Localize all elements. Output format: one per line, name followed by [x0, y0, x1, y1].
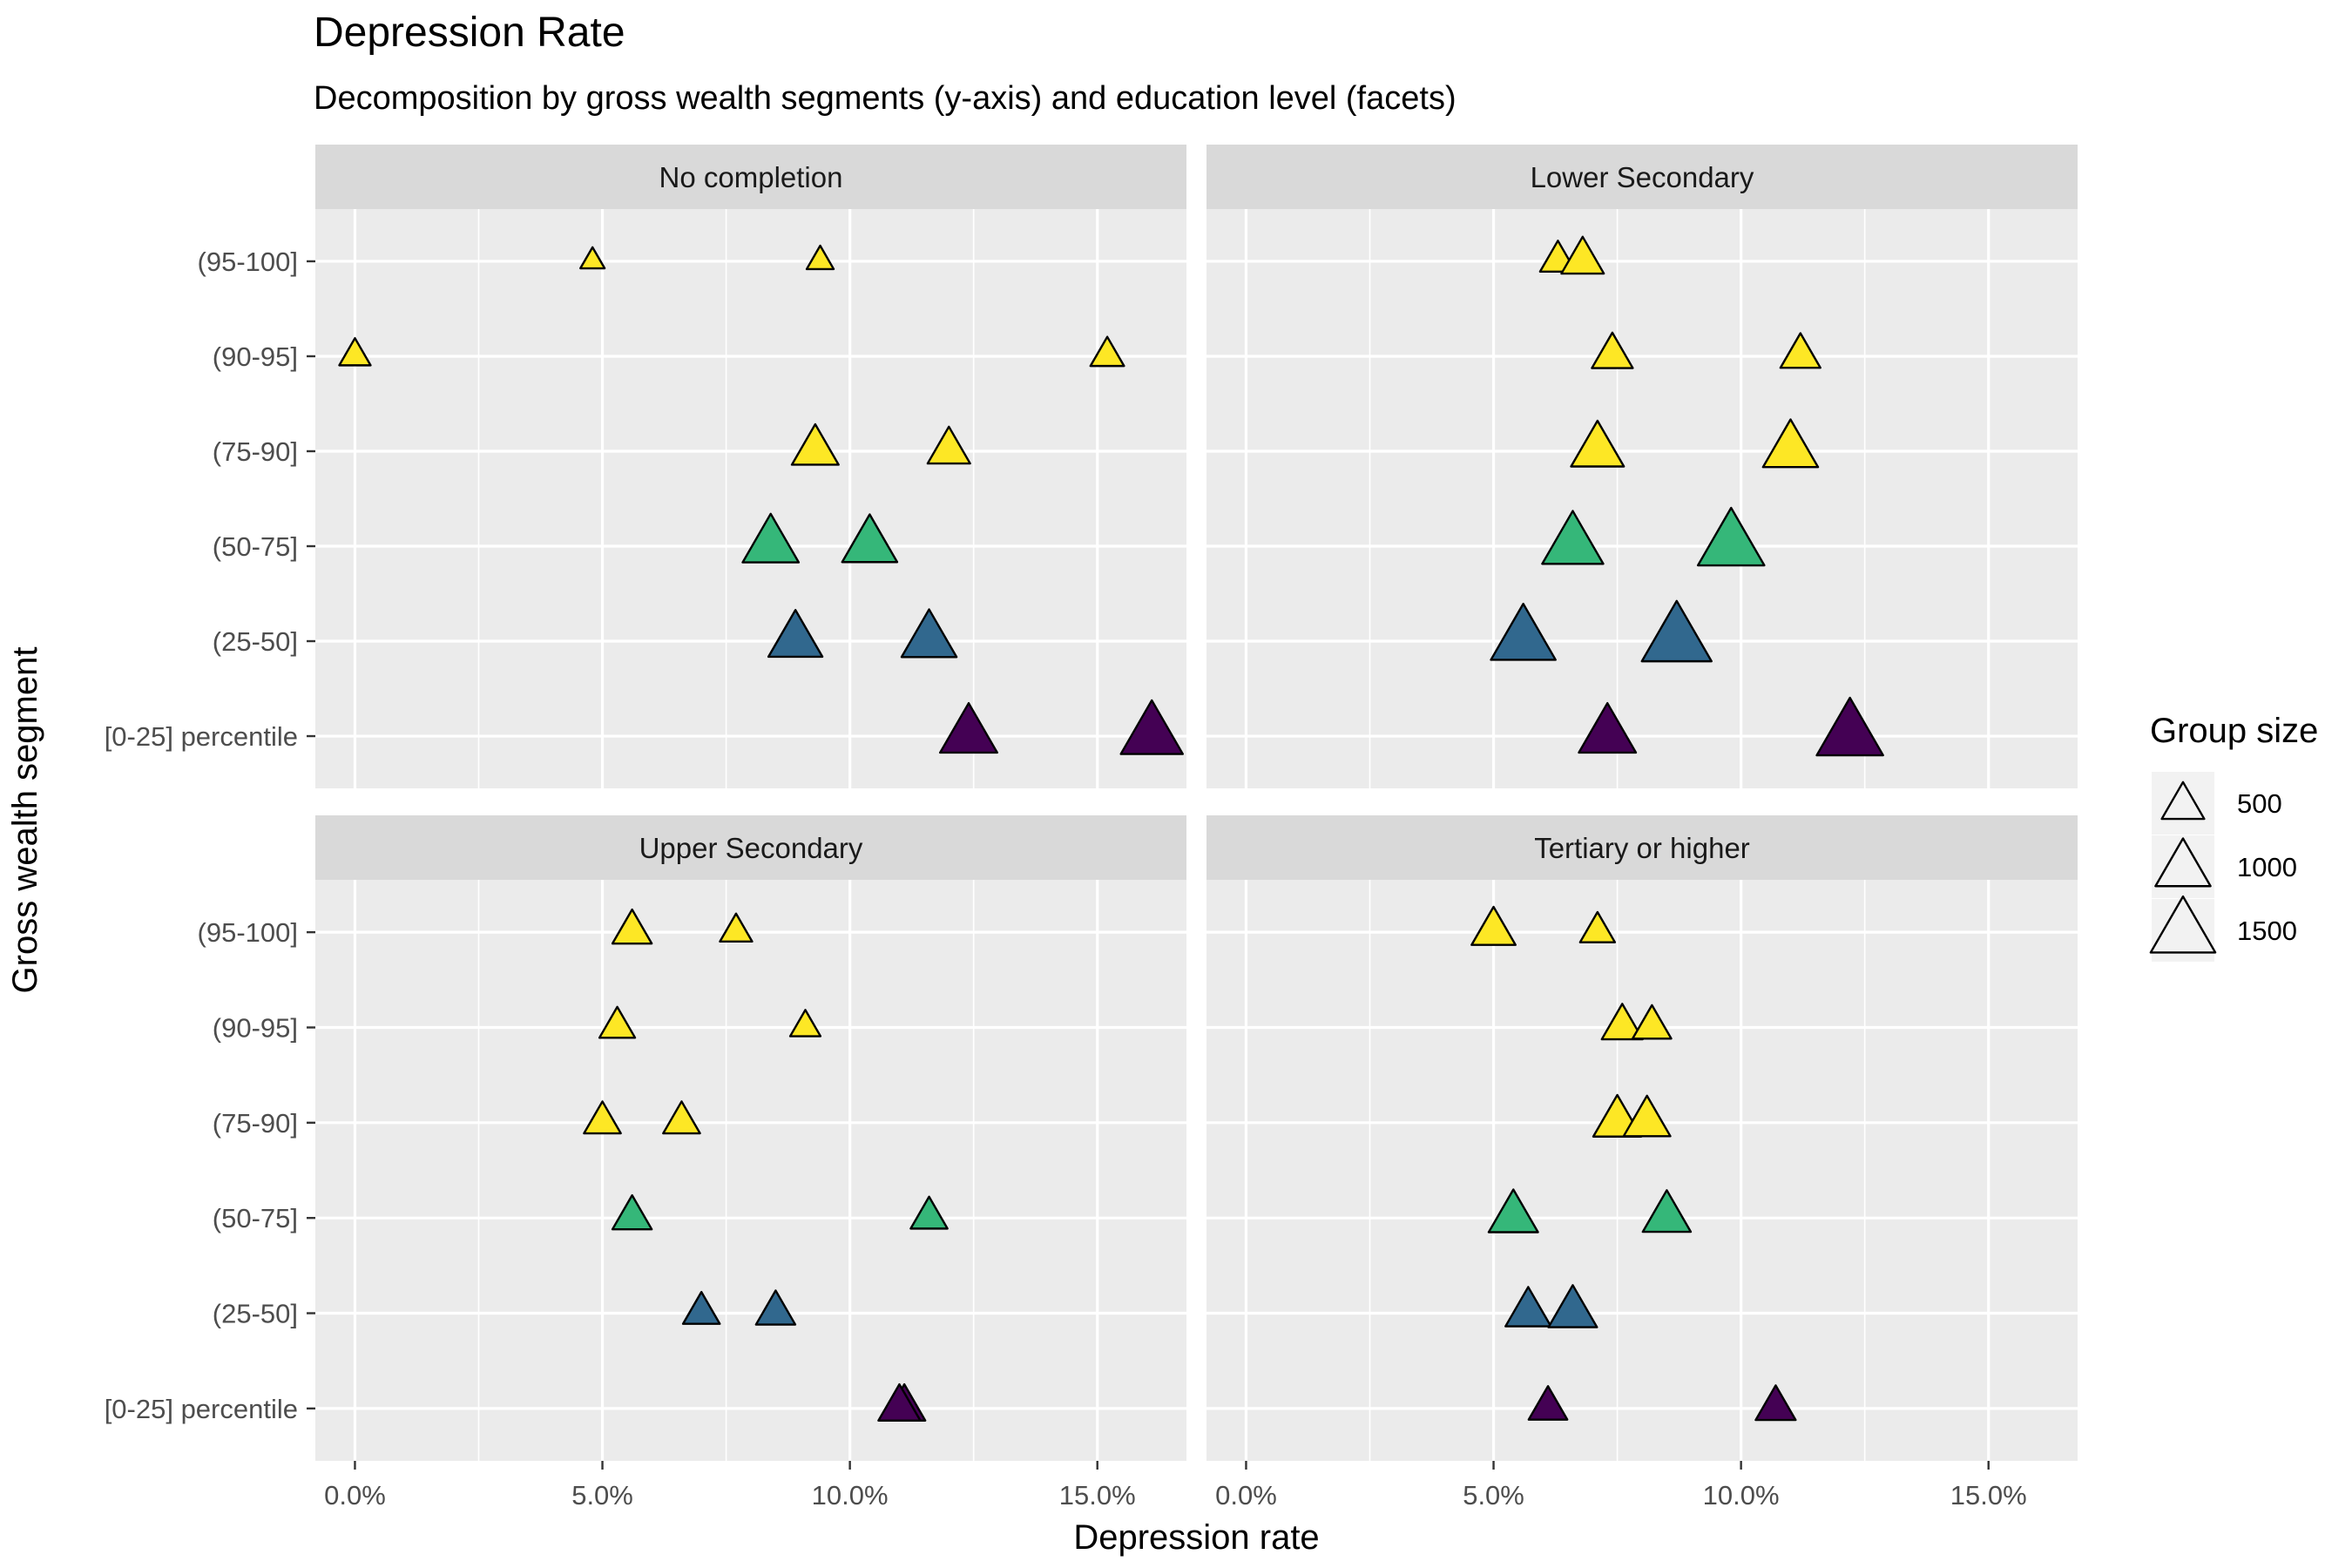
x-axis-title: Depression rate: [1073, 1518, 1319, 1557]
x-tick-label: 5.0%: [1463, 1480, 1524, 1511]
panel-background: [315, 209, 1186, 788]
legend-triangle: [2160, 781, 2206, 821]
data-point: [741, 512, 801, 564]
y-tick-label: (25-50]: [213, 1299, 298, 1329]
data-point: [790, 422, 840, 466]
y-tick-label: (90-95]: [213, 1012, 298, 1043]
data-point: [611, 1193, 653, 1231]
data-point: [788, 1009, 822, 1037]
x-tick-label: 0.0%: [1215, 1480, 1277, 1511]
data-point: [1641, 1189, 1693, 1233]
facet-strip: [315, 145, 1186, 209]
panel-background: [1206, 209, 2078, 788]
data-point: [1547, 1284, 1598, 1328]
data-point: [1487, 1188, 1539, 1233]
data-point: [841, 513, 899, 564]
facet-tertiary-or-higher: Tertiary or higher 0.0% 5.0% 10.0% 15.0%: [1206, 815, 2078, 1511]
facet-strip: [315, 815, 1186, 880]
data-point: [1591, 331, 1634, 369]
y-tick-label: (95-100]: [198, 917, 298, 948]
panel-background: [315, 880, 1186, 1461]
legend-key: [2152, 899, 2214, 962]
data-point: [754, 1289, 797, 1326]
x-tick-label: 0.0%: [324, 1480, 386, 1511]
data-point: [1578, 910, 1617, 943]
data-point: [579, 246, 606, 270]
data-point: [1541, 510, 1605, 565]
data-point: [338, 336, 372, 367]
legend-triangle: [2149, 895, 2217, 954]
facet-label: Tertiary or higher: [1534, 832, 1750, 864]
data-point: [877, 1382, 922, 1422]
data-point: [900, 608, 958, 659]
data-point: [1470, 905, 1517, 946]
x-tick-label: 5.0%: [571, 1480, 633, 1511]
legend-title: Group size: [2150, 712, 2318, 750]
y-tick-label: (75-90]: [213, 436, 298, 467]
data-point: [1560, 235, 1605, 275]
x-tick-label: 15.0%: [1059, 1480, 1136, 1511]
data-point: [1527, 1385, 1569, 1421]
data-point: [1490, 602, 1557, 661]
data-point: [909, 1195, 949, 1230]
data-point: [1632, 1004, 1673, 1040]
data-point: [1504, 1286, 1552, 1328]
data-point: [1578, 701, 1638, 754]
data-point: [598, 1005, 637, 1039]
data-point: [1600, 1003, 1644, 1041]
data-point: [805, 244, 835, 271]
data-point: [1779, 332, 1821, 369]
facet-label: Lower Secondary: [1531, 161, 1754, 193]
y-tick-label: (75-90]: [213, 1108, 298, 1139]
legend-key: [2152, 835, 2214, 898]
data-point: [1761, 418, 1820, 469]
facet-label: No completion: [659, 161, 843, 193]
data-point: [583, 1100, 622, 1135]
data-point: [1754, 1384, 1797, 1422]
facet-label: Upper Secondary: [639, 832, 863, 864]
data-point: [719, 912, 754, 943]
data-point: [926, 425, 971, 465]
legend-label: 1000: [2237, 852, 2297, 882]
facet-strip: [1206, 815, 2078, 880]
legend-label: 1500: [2237, 916, 2297, 946]
chart-subtitle: Decomposition by gross wealth segments (…: [314, 80, 1456, 117]
facet-strip: [1206, 145, 2078, 209]
legend: Group size 500 1000 1500: [2149, 712, 2318, 962]
facet-lower-secondary: Lower Secondary: [1206, 145, 2078, 788]
legend-triangle: [2154, 837, 2212, 888]
panel-background: [1206, 880, 2078, 1461]
y-tick-label: (50-75]: [213, 531, 298, 562]
legend-label: 500: [2237, 788, 2282, 819]
y-tick-label: [0-25] percentile: [105, 721, 298, 752]
y-tick-label: (90-95]: [213, 341, 298, 372]
data-point: [611, 908, 653, 945]
x-tick-label: 10.0%: [1703, 1480, 1780, 1511]
y-tick-label: [0-25] percentile: [105, 1394, 298, 1424]
data-point: [939, 701, 998, 754]
data-point: [662, 1100, 701, 1135]
y-tick-label: (95-100]: [198, 247, 298, 277]
data-point: [1640, 599, 1713, 663]
data-point: [1815, 696, 1884, 757]
data-point: [1089, 335, 1125, 368]
data-point: [1570, 419, 1625, 468]
facet-no-completion: No completion [0-25] percentile (25-50] (50…: [105, 145, 1186, 788]
y-axis-title: Gross wealth segment: [6, 647, 44, 994]
data-point: [681, 1290, 721, 1325]
x-tick-label: 10.0%: [812, 1480, 889, 1511]
chart-title: Depression Rate: [314, 10, 625, 56]
x-tick-label: 15.0%: [1950, 1480, 2027, 1511]
y-tick-label: (25-50]: [213, 626, 298, 657]
data-point: [1696, 506, 1766, 567]
y-tick-label: (50-75]: [213, 1203, 298, 1233]
data-point: [767, 609, 824, 659]
data-point: [1119, 699, 1185, 755]
facet-upper-secondary: Upper Secondary [0-25] percentile (25-50] (…: [105, 815, 1186, 1511]
data-point: [1622, 1094, 1672, 1138]
